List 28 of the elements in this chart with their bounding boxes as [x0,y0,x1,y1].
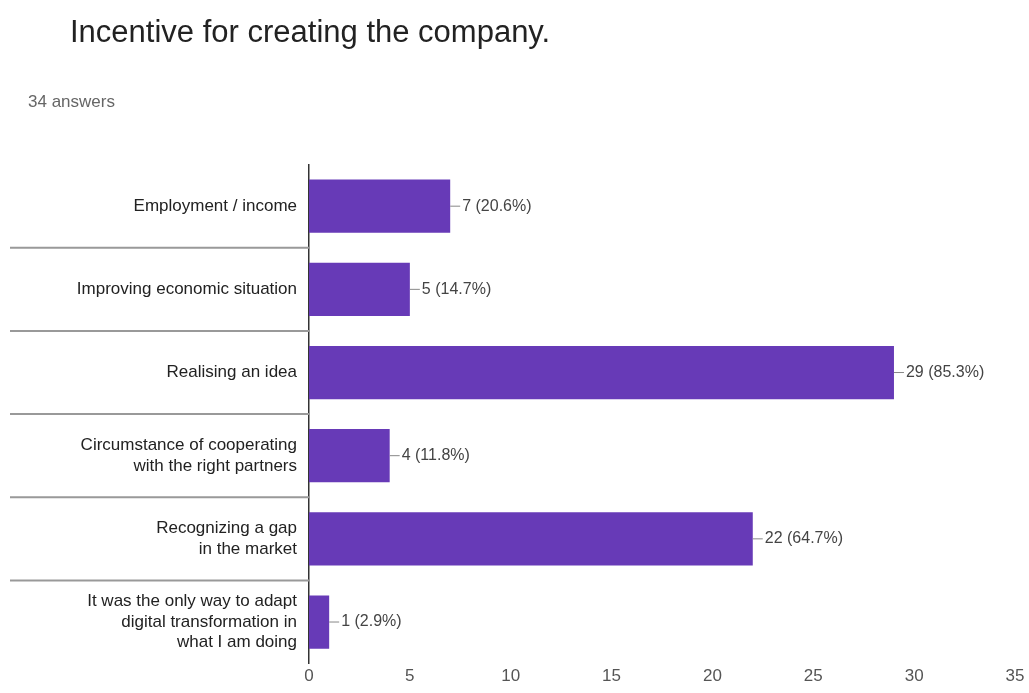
y-tick-label: Realising an idea [166,362,298,382]
data-label: 5 (14.7%) [421,279,492,297]
y-tick-label: Improving economic situation [76,279,297,299]
x-tick-label: 20 [702,666,722,686]
chart-title: Incentive for creating the company. [70,14,551,50]
bar [309,595,330,649]
y-tick-label: It was the only way to adapt digital transformation in what I am doing [87,591,298,652]
bar [309,429,390,483]
data-label: 4 (11.8%) [401,446,470,464]
x-tick-label: 35 [1005,666,1025,686]
y-tick-label: Circumstance of cooperating with the right partners [80,435,297,475]
x-tick-label: 30 [904,666,924,686]
text: 34 answers [28,92,115,112]
x-tick-label: 5 [405,666,415,686]
data-label: 22 (64.7%) [764,529,844,547]
bar [309,179,451,233]
y-tick-label: Recognizing a gap in the market [156,518,298,558]
bar [309,262,410,316]
data-label: 1 (2.9%) [341,612,402,630]
data-label: 29 (85.3%) [905,362,985,380]
bar [309,512,753,566]
data-label: 7 (20.6%) [462,196,532,214]
x-tick-label: 25 [803,666,823,686]
x-tick-label: 10 [501,666,521,686]
x-tick-label: 0 [304,666,314,686]
x-tick-label: 15 [602,666,622,686]
y-tick-label: Employment / income [133,195,297,215]
bar [309,345,894,400]
